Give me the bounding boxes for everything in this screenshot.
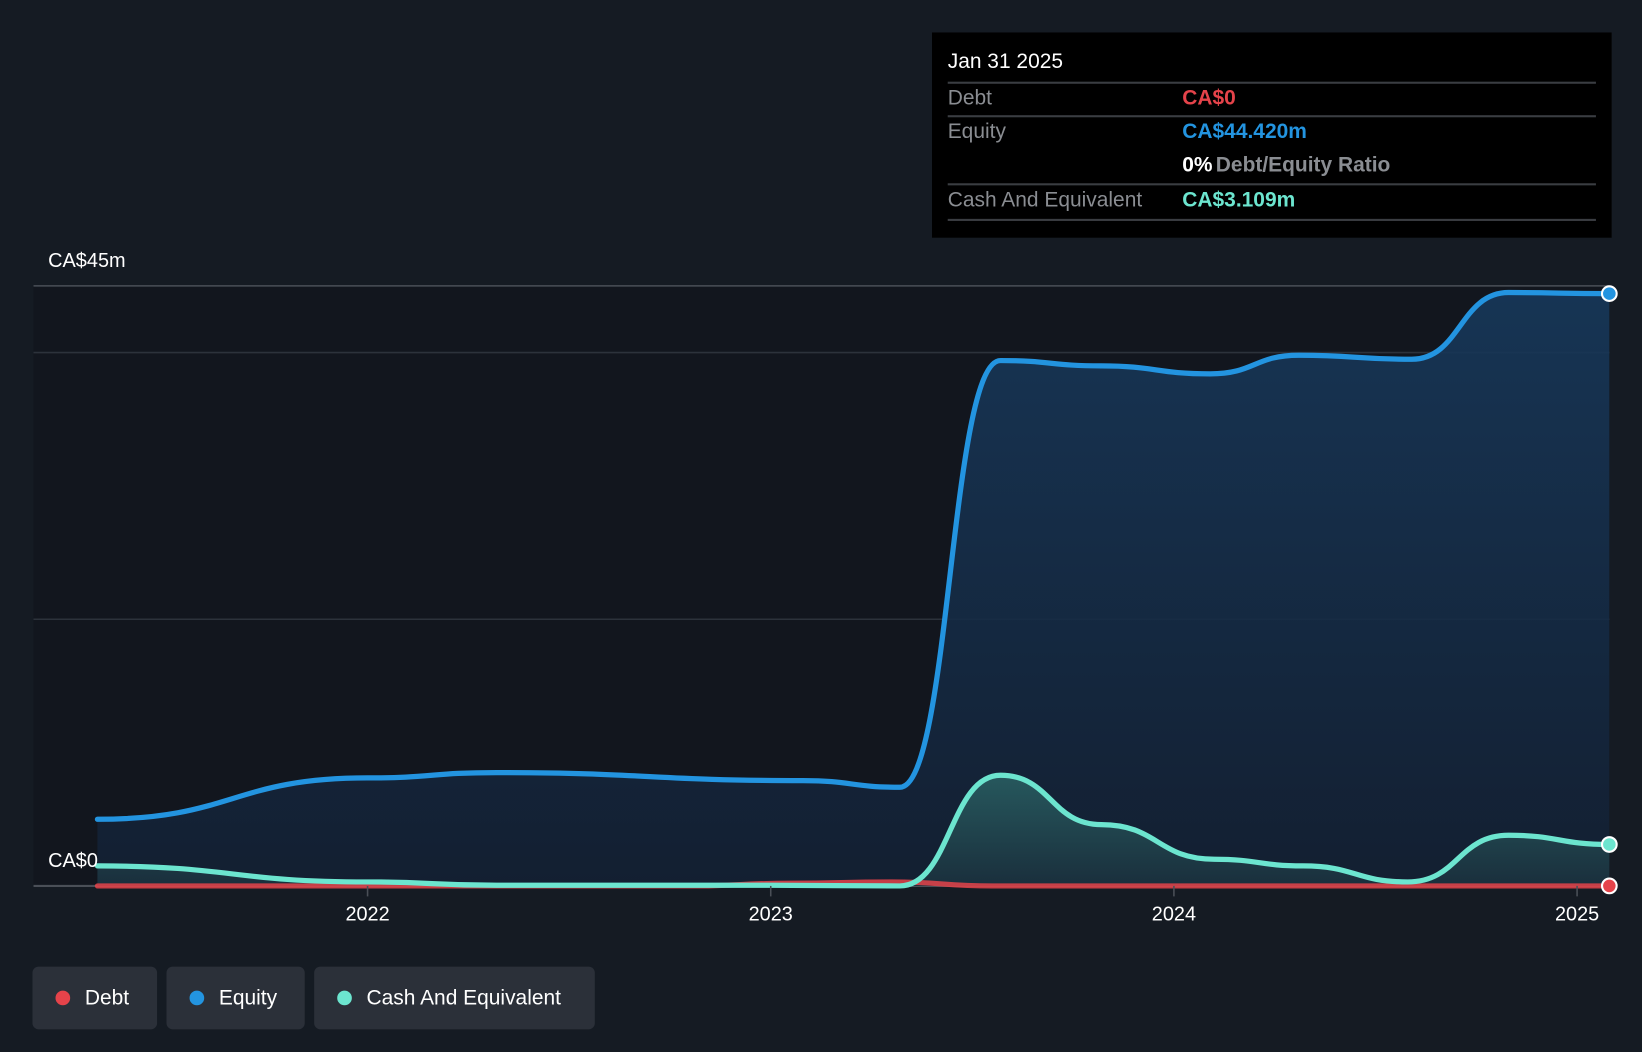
tooltip-debt-value: CA$0 bbox=[1182, 86, 1236, 110]
x-tick-label: 2022 bbox=[345, 903, 389, 925]
legend-item-cash[interactable]: Cash And Equivalent bbox=[314, 966, 595, 1030]
debt-dot-icon bbox=[55, 990, 71, 1006]
cash-dot-icon bbox=[337, 990, 352, 1006]
cash-and-equivalent-line bbox=[94, 772, 1612, 889]
legend-label: Debt bbox=[84, 985, 130, 1009]
tooltip-debt-label: Debt bbox=[947, 86, 992, 110]
debt-endpoint-marker bbox=[1600, 877, 1618, 895]
x-tick-label: 2024 bbox=[1152, 903, 1196, 925]
tooltip: Jan 31 2025 Debt CA$0 Equity CA$44.420m … bbox=[932, 32, 1612, 238]
tooltip-cash-value: CA$3.109m bbox=[1182, 188, 1296, 212]
tooltip-ratio-value: 0% bbox=[1182, 153, 1213, 177]
tooltip-date: Jan 31 2025 bbox=[947, 50, 1064, 74]
legend-label: Equity bbox=[218, 985, 278, 1009]
equity-line bbox=[94, 289, 1612, 822]
tooltip-equity-row: Equity CA$44.420m 0% Debt/Equity Ratio bbox=[947, 115, 1596, 184]
equity-endpoint-marker bbox=[1600, 285, 1618, 302]
cash-and-equivalent-endpoint-marker bbox=[1600, 836, 1618, 853]
tooltip-ratio-label: Debt/Equity Ratio bbox=[1215, 153, 1391, 177]
y-axis-top-label: CA$45m bbox=[48, 250, 126, 273]
tooltip-equity-label: Equity bbox=[947, 120, 1006, 144]
tooltip-debt-row: Debt CA$0 bbox=[947, 81, 1596, 116]
tooltip-equity-value: CA$44.420m bbox=[1182, 120, 1307, 144]
equity-dot-icon bbox=[189, 990, 205, 1006]
y-axis-zero-label: CA$0 bbox=[48, 850, 98, 873]
legend-item-debt[interactable]: Debt bbox=[32, 966, 158, 1030]
tooltip-cash-label: Cash And Equivalent bbox=[947, 188, 1143, 212]
x-tick-label: 2023 bbox=[749, 903, 793, 925]
legend-item-equity[interactable]: Equity bbox=[166, 966, 305, 1030]
cash-and-equivalent-area bbox=[97, 775, 1610, 886]
x-tick-label: 2025 bbox=[1555, 903, 1599, 925]
tooltip-cash-row: Cash And Equivalent CA$3.109m bbox=[947, 183, 1596, 221]
legend-label: Cash And Equivalent bbox=[366, 985, 561, 1009]
equity-area bbox=[97, 292, 1610, 886]
